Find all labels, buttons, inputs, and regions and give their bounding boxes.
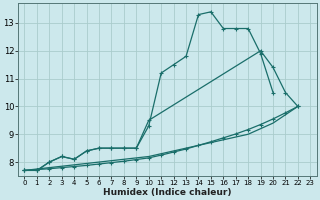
- X-axis label: Humidex (Indice chaleur): Humidex (Indice chaleur): [103, 188, 232, 197]
